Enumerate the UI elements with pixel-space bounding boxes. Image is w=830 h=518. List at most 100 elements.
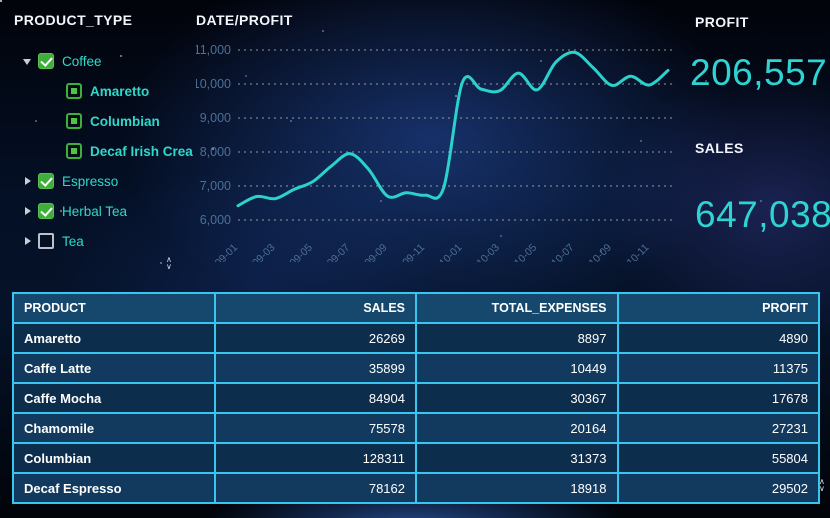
tree-item-label: Herbal Tea <box>62 203 128 219</box>
tree-item-coffee[interactable]: Coffee <box>14 46 196 76</box>
svg-text:2010-07: 2010-07 <box>541 242 577 262</box>
expand-down-icon[interactable] <box>22 55 34 67</box>
tree-item-label: Coffee <box>62 53 102 69</box>
cell-total-expenses: 30367 <box>415 382 619 414</box>
cell-profit: 17678 <box>616 382 820 414</box>
svg-text:11,000: 11,000 <box>196 43 231 57</box>
cell-profit: 11375 <box>616 352 820 384</box>
chevron-down-icon: ∨ <box>819 484 825 493</box>
expand-right-icon[interactable] <box>22 175 34 187</box>
cell-product: Decaf Espresso <box>12 472 216 504</box>
svg-text:6,000: 6,000 <box>200 213 231 227</box>
svg-text:2010-11: 2010-11 <box>616 242 651 262</box>
cell-total-expenses: 10449 <box>415 352 619 384</box>
column-header-sales[interactable]: SALES <box>213 292 417 324</box>
cell-sales: 128311 <box>213 442 417 474</box>
checkbox-checked[interactable] <box>38 173 54 189</box>
cell-total-expenses: 20164 <box>415 412 619 444</box>
table-scroll-hint[interactable]: ∧ ∨ <box>819 477 825 493</box>
checkbox-checked[interactable] <box>38 53 54 69</box>
svg-text:2010-03: 2010-03 <box>466 242 502 262</box>
product-table: PRODUCT SALES TOTAL_EXPENSES PROFIT Amarett… <box>12 292 820 504</box>
tree-item-amaretto[interactable]: Amaretto <box>14 76 196 106</box>
expand-right-icon[interactable] <box>22 235 34 247</box>
svg-text:2009-03: 2009-03 <box>242 242 278 262</box>
svg-text:2010-01: 2010-01 <box>429 242 465 262</box>
chart-title: DATE/PROFIT <box>196 12 293 28</box>
table-row-caffe-mocha[interactable]: Caffe Mocha 84904 30367 17678 <box>12 382 820 414</box>
svg-text:9,000: 9,000 <box>200 111 231 125</box>
cell-total-expenses: 8897 <box>415 322 619 354</box>
cell-sales: 26269 <box>213 322 417 354</box>
cell-product: Caffe Mocha <box>12 382 216 414</box>
cell-sales: 75578 <box>213 412 417 444</box>
table-row-caffe-latte[interactable]: Caffe Latte 35899 10449 11375 <box>12 352 820 384</box>
chevron-up-icon: ∧ <box>166 255 172 264</box>
cell-product: Amaretto <box>12 322 216 354</box>
table-header-row: PRODUCT SALES TOTAL_EXPENSES PROFIT <box>12 292 820 324</box>
sales-kpi-value: 647,038 <box>695 194 830 235</box>
cell-product: Chamomile <box>12 412 216 444</box>
chevron-down-icon: ∨ <box>166 262 172 271</box>
arrow-spacer <box>50 145 62 157</box>
cell-total-expenses: 31373 <box>415 442 619 474</box>
cell-total-expenses: 18918 <box>415 472 619 504</box>
cell-sales: 78162 <box>213 472 417 504</box>
cell-product: Caffe Latte <box>12 352 216 384</box>
checkbox-leaf-selected[interactable] <box>66 113 82 129</box>
product-type-filter-panel: PRODUCT_TYPE Coffee Amaretto Columbian Deca… <box>14 12 196 280</box>
table-row-chamomile[interactable]: Chamomile 75578 20164 27231 <box>12 412 820 444</box>
cell-sales: 84904 <box>213 382 417 414</box>
table-body: Amaretto 26269 8897 4890 Caffe Latte 35899 104… <box>12 322 820 504</box>
tree-item-label: Columbian <box>90 113 160 129</box>
arrow-spacer <box>50 85 62 97</box>
product-table-panel: PRODUCT SALES TOTAL_EXPENSES PROFIT Amarett… <box>12 292 820 504</box>
table-row-amaretto[interactable]: Amaretto 26269 8897 4890 <box>12 322 820 354</box>
svg-text:2009-11: 2009-11 <box>392 242 427 262</box>
svg-text:2009-09: 2009-09 <box>354 242 390 262</box>
tree-item-herbal-tea[interactable]: Herbal Tea <box>14 196 196 226</box>
tree-item-label: Tea <box>62 233 84 249</box>
expand-right-icon[interactable] <box>22 205 34 217</box>
svg-text:2009-05: 2009-05 <box>279 242 315 262</box>
chevron-up-icon: ∧ <box>819 477 825 486</box>
checkbox-unchecked[interactable] <box>38 233 54 249</box>
arrow-spacer <box>50 115 62 127</box>
checkbox-checked[interactable] <box>38 203 54 219</box>
column-header-total-expenses[interactable]: TOTAL_EXPENSES <box>415 292 619 324</box>
svg-text:10,000: 10,000 <box>196 77 231 91</box>
svg-text:2009-01: 2009-01 <box>204 242 240 262</box>
cell-profit: 27231 <box>616 412 820 444</box>
cell-profit: 4890 <box>616 322 820 354</box>
cell-product: Columbian <box>12 442 216 474</box>
cell-profit: 29502 <box>616 472 820 504</box>
cell-sales: 35899 <box>213 352 417 384</box>
table-row-decaf-espresso[interactable]: Decaf Espresso 78162 18918 29502 <box>12 472 820 504</box>
profit-series-line <box>236 50 670 208</box>
date-profit-chart-panel: DATE/PROFIT 6,000 7,000 8,000 9,000 10,000 11… <box>196 12 680 282</box>
svg-text:2009-07: 2009-07 <box>317 242 353 262</box>
svg-text:2010-05: 2010-05 <box>504 242 540 262</box>
checkbox-leaf-selected[interactable] <box>66 83 82 99</box>
tree-item-columbian[interactable]: Columbian <box>14 106 196 136</box>
tree-item-tea[interactable]: Tea <box>14 226 196 256</box>
product-tree: Coffee Amaretto Columbian Decaf Irish Crea E… <box>14 46 196 256</box>
cell-profit: 55804 <box>616 442 820 474</box>
tree-item-label: Espresso <box>62 173 119 189</box>
tree-item-label: Decaf Irish Crea <box>90 143 193 159</box>
svg-text:2010-09: 2010-09 <box>578 242 614 262</box>
profit-kpi-label: PROFIT <box>695 14 749 30</box>
column-header-profit[interactable]: PROFIT <box>616 292 820 324</box>
column-header-product[interactable]: PRODUCT <box>12 292 216 324</box>
profit-kpi-value: 206,557 <box>690 52 828 93</box>
tree-item-label: Amaretto <box>90 83 150 99</box>
checkbox-leaf-selected[interactable] <box>66 143 82 159</box>
tree-item-espresso[interactable]: Espresso <box>14 166 196 196</box>
tree-item-decaf-irish-crea[interactable]: Decaf Irish Crea <box>14 136 196 166</box>
table-row-columbian[interactable]: Columbian 128311 31373 55804 <box>12 442 820 474</box>
tree-scroll-hint[interactable]: ∧ ∨ <box>166 255 172 271</box>
kpi-panel: PROFIT 206,557 SALES 647,038 <box>690 12 830 282</box>
svg-text:8,000: 8,000 <box>200 145 231 159</box>
